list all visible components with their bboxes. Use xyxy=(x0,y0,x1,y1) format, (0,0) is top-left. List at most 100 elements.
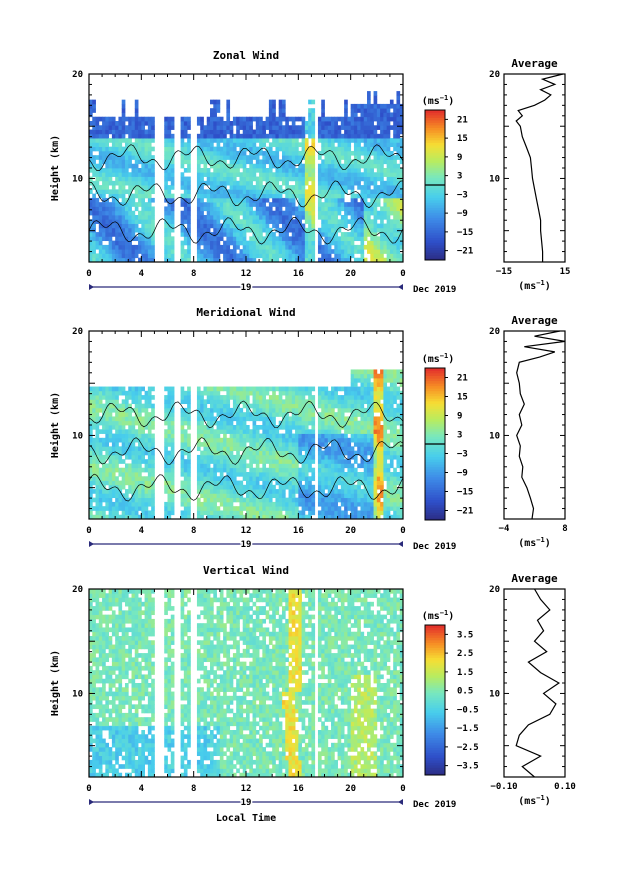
heatmap-cell xyxy=(147,193,152,199)
heatmap-cell xyxy=(98,146,103,152)
heatmap-cell xyxy=(223,219,227,224)
heatmap-cell xyxy=(259,437,263,443)
heatmap-cell xyxy=(98,506,103,511)
heatmap-cell xyxy=(144,420,149,426)
heatmap-cell xyxy=(298,412,302,417)
heatmap-cell xyxy=(89,450,93,456)
heatmap-cell xyxy=(232,399,237,405)
heatmap-cell xyxy=(386,206,391,212)
heatmap-cell xyxy=(226,390,231,396)
heatmap-cell xyxy=(259,506,263,511)
heatmap-cell xyxy=(383,236,388,242)
heatmap-cell xyxy=(223,459,227,464)
heatmap-cell xyxy=(183,215,188,220)
heatmap-cell xyxy=(278,480,283,486)
heatmap-cell xyxy=(95,138,100,143)
heatmap-cell xyxy=(128,232,132,237)
heatmap-cell xyxy=(281,403,286,409)
heatmap-cell xyxy=(311,244,316,250)
heatmap-cell xyxy=(164,420,168,426)
heatmap-cell xyxy=(115,193,119,199)
heatmap-cell xyxy=(301,433,306,439)
heatmap-cell xyxy=(317,463,322,469)
heatmap-cell xyxy=(252,506,257,511)
heatmap-cell xyxy=(285,514,289,520)
heatmap-cell xyxy=(213,399,217,405)
heatmap-cell xyxy=(285,163,289,169)
heatmap-cell xyxy=(203,232,208,237)
profile-title: Average xyxy=(511,57,558,70)
heatmap-cell xyxy=(334,133,338,139)
heatmap-cell xyxy=(89,189,93,195)
heatmap-cell xyxy=(324,159,329,165)
heatmap-cell xyxy=(138,150,142,156)
heatmap-cell xyxy=(102,249,106,254)
heatmap-cell xyxy=(118,433,123,439)
heatmap-cell xyxy=(373,249,378,254)
heatmap-cell xyxy=(210,412,214,417)
heatmap-cell xyxy=(121,437,126,443)
heatmap-cell xyxy=(111,172,116,177)
heatmap-cell xyxy=(252,168,257,173)
heatmap-cell xyxy=(134,108,139,113)
heatmap-cell xyxy=(92,116,96,122)
heatmap-cell xyxy=(350,189,355,195)
heatmap-cell xyxy=(219,210,224,216)
heatmap-cell xyxy=(363,257,368,263)
heatmap-cell xyxy=(210,133,214,139)
heatmap-cell xyxy=(196,501,201,507)
heatmap-cell xyxy=(340,215,345,220)
heatmap-cell xyxy=(255,484,260,490)
heatmap-cell xyxy=(95,476,100,481)
heatmap-cell xyxy=(367,108,371,113)
heatmap-cell xyxy=(291,150,296,156)
heatmap-cell xyxy=(367,240,371,246)
heatmap-cell xyxy=(347,146,352,152)
heatmap-cell xyxy=(255,416,260,422)
heatmap-cell xyxy=(262,168,267,173)
heatmap-cell xyxy=(216,412,221,417)
heatmap-cell xyxy=(291,497,296,503)
heatmap-cell xyxy=(128,116,132,122)
heatmap-cell xyxy=(350,103,355,109)
heatmap-cell xyxy=(226,193,231,199)
heatmap-cell xyxy=(396,116,401,122)
heatmap-cell xyxy=(98,215,103,220)
heatmap-cell xyxy=(232,459,237,464)
heatmap-cell xyxy=(304,138,309,143)
heatmap-cell xyxy=(337,249,342,254)
heatmap-cell xyxy=(203,476,208,481)
heatmap-cell xyxy=(170,437,175,443)
heatmap-cell xyxy=(183,236,188,242)
heatmap-cell xyxy=(164,138,168,143)
heatmap-cell xyxy=(239,138,244,143)
heatmap-cell xyxy=(301,206,306,212)
heatmap-cell xyxy=(98,133,103,139)
heatmap-cell xyxy=(124,454,129,460)
heatmap-cell xyxy=(167,514,172,520)
heatmap-cell xyxy=(170,219,175,224)
heatmap-cell xyxy=(183,180,188,186)
heatmap-cell xyxy=(141,459,145,464)
heatmap-cell xyxy=(259,223,263,229)
heatmap-cell xyxy=(124,420,129,426)
heatmap-cell xyxy=(383,197,388,203)
heatmap-cell xyxy=(203,429,208,434)
heatmap-cell xyxy=(291,446,296,452)
heatmap-cell xyxy=(124,150,129,156)
heatmap-cell xyxy=(337,163,342,169)
heatmap-cell xyxy=(255,150,260,156)
heatmap-cell xyxy=(353,210,358,216)
heatmap-cell xyxy=(298,493,302,499)
heatmap-cell xyxy=(239,510,244,516)
heatmap-cell xyxy=(144,146,149,152)
heatmap-cell xyxy=(216,506,221,511)
heatmap-cell xyxy=(298,232,302,237)
heatmap-cell xyxy=(124,159,129,165)
heatmap-cell xyxy=(242,459,247,464)
heatmap-cell xyxy=(360,240,365,246)
heatmap-cell xyxy=(275,227,280,233)
heatmap-cell xyxy=(311,510,316,516)
heatmap-cell xyxy=(298,403,302,409)
heatmap-cell xyxy=(350,112,355,118)
